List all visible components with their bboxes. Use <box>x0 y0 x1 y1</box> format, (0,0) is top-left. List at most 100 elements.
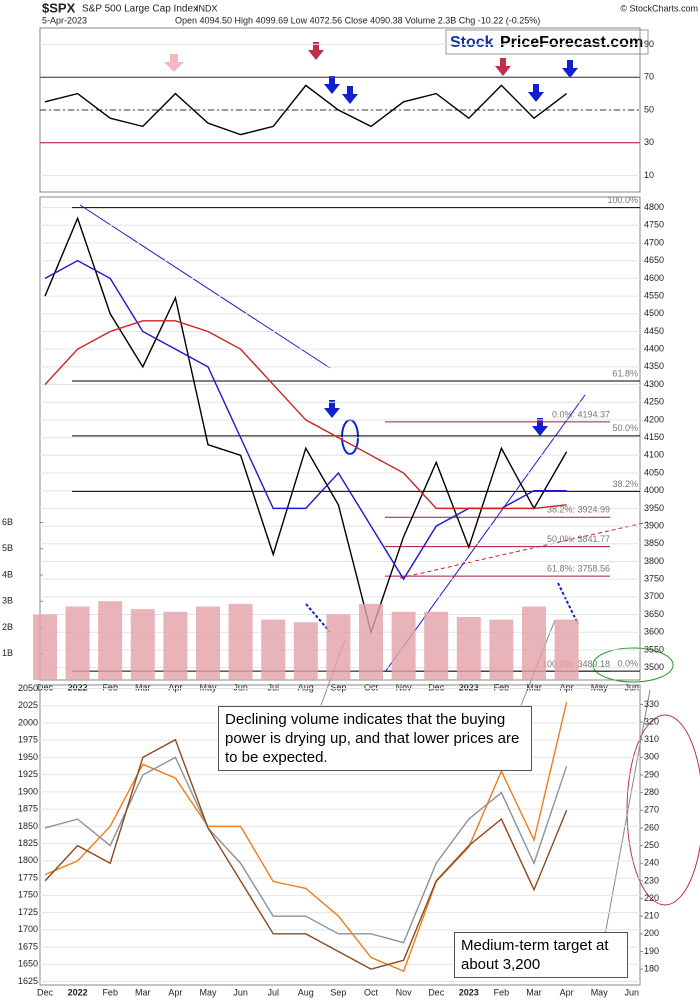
volume-bar <box>163 611 188 680</box>
y2-tick-label: 260 <box>644 822 659 832</box>
volume-bar <box>228 603 253 680</box>
fib-label: 50.0%: 3841.77 <box>547 534 610 544</box>
credit: © StockCharts.com <box>620 3 698 13</box>
y-tick-label: 50 <box>644 104 654 114</box>
y-tick-label: 4450 <box>644 326 664 336</box>
y-tick-label: 1750 <box>18 890 38 900</box>
y2-tick-label: 220 <box>644 893 659 903</box>
y-tick-label: 2000 <box>18 717 38 727</box>
x-tick-label: 2023 <box>459 682 479 692</box>
series-line <box>44 756 568 944</box>
volume-bar <box>522 606 546 680</box>
y-tick-label: 4550 <box>644 290 664 300</box>
x-tick-label: Oct <box>364 987 379 997</box>
y-tick-label: 4750 <box>644 220 664 230</box>
y2-tick-label: 5B <box>2 543 13 553</box>
fib-label: 38.2%: 3924.99 <box>547 505 610 515</box>
y-tick-label: 3750 <box>644 574 664 584</box>
date: 5-Apr-2023 <box>42 15 87 25</box>
volume-bar <box>326 614 351 680</box>
x-tick-label: May <box>199 682 217 692</box>
x-tick-label: Mar <box>135 987 151 997</box>
x-tick-label: 2022 <box>68 682 88 692</box>
y2-tick-label: 300 <box>644 752 659 762</box>
y-tick-label: 4300 <box>644 379 664 389</box>
y-tick-label: 4150 <box>644 432 664 442</box>
y2-tick-label: 200 <box>644 928 659 938</box>
volume-bar <box>98 601 123 680</box>
series-line <box>44 216 568 635</box>
y2-tick-label: 250 <box>644 840 659 850</box>
x-tick-label: Mar <box>526 987 542 997</box>
logo-site: PriceForecast.com <box>500 34 643 51</box>
series-line <box>44 84 568 136</box>
y-tick-label: 3550 <box>644 644 664 654</box>
x-tick-label: Jul <box>267 682 279 692</box>
y-tick-label: 4600 <box>644 273 664 283</box>
y-tick-label: 1625 <box>18 976 38 986</box>
y-tick-label: 4350 <box>644 361 664 371</box>
x-tick-label: Nov <box>396 987 413 997</box>
y-tick-label: 4000 <box>644 485 664 495</box>
y-tick-label: 1850 <box>18 821 38 831</box>
x-tick-label: Dec <box>428 682 445 692</box>
y-tick-label: 3850 <box>644 538 664 548</box>
fib-label: 100.0% <box>607 195 638 205</box>
y-tick-label: 1675 <box>18 941 38 951</box>
fib-label: 0.0%: 4194.37 <box>552 409 610 419</box>
x-tick-label: Feb <box>102 682 118 692</box>
x-tick-label: Feb <box>494 987 510 997</box>
quote: Open 4094.50 High 4099.69 Low 4072.56 Cl… <box>175 15 540 25</box>
y2-tick-label: 330 <box>644 699 659 709</box>
y-tick-label: 1650 <box>18 959 38 969</box>
x-tick-label: Jun <box>625 682 640 692</box>
x-tick-label: Jul <box>267 987 279 997</box>
x-tick-label: Apr <box>168 682 182 692</box>
y-tick-label: 3600 <box>644 627 664 637</box>
y2-tick-label: 190 <box>644 946 659 956</box>
y-tick-label: 1900 <box>18 786 38 796</box>
series-line <box>44 320 567 510</box>
y-tick-label: 2025 <box>18 700 38 710</box>
series-line <box>44 738 568 970</box>
y2-tick-label: 4B <box>2 569 13 579</box>
y-tick-label: 1775 <box>18 872 38 882</box>
fib-label: 38.2% <box>612 479 638 489</box>
panel-frame <box>39 684 641 986</box>
y-tick-label: 3650 <box>644 609 664 619</box>
y-tick-label: 3500 <box>644 662 664 672</box>
volume-bar <box>293 622 318 680</box>
x-tick-label: May <box>199 987 217 997</box>
x-tick-label: Sep <box>330 987 346 997</box>
y-tick-label: 2050 <box>18 683 38 693</box>
volume-bar <box>359 603 383 680</box>
volume-bar <box>456 617 481 680</box>
y-tick-label: 4100 <box>644 450 664 460</box>
x-tick-label: Dec <box>37 682 54 692</box>
y-tick-label: 1950 <box>18 752 38 762</box>
x-tick-label: Aug <box>298 682 314 692</box>
y-tick-label: 10 <box>644 170 654 180</box>
y-tick-label: 1725 <box>18 907 38 917</box>
arrows <box>79 42 700 936</box>
symbol: $SPX <box>42 0 76 15</box>
y-tick-label: 90 <box>644 39 654 49</box>
x-tick-label: Oct <box>364 682 379 692</box>
index-name: S&P 500 Large Cap Index <box>82 4 198 15</box>
y-tick-label: 1800 <box>18 855 38 865</box>
x-tick-label: Apr <box>560 682 574 692</box>
y2-tick-label: 290 <box>644 769 659 779</box>
y2-tick-label: 6B <box>2 517 13 527</box>
x-tick-label: Mar <box>526 682 542 692</box>
fib-label: 0.0% <box>617 659 638 669</box>
y-tick-label: 4050 <box>644 467 664 477</box>
y-tick-label: 3700 <box>644 591 664 601</box>
x-tick-label: 2023 <box>459 987 479 997</box>
x-tick-label: Dec <box>428 987 445 997</box>
x-tick-label: May <box>591 987 609 997</box>
y2-tick-label: 320 <box>644 716 659 726</box>
fib-label: 61.8% <box>612 368 638 378</box>
y-tick-label: 4650 <box>644 255 664 265</box>
x-tick-label: Dec <box>37 987 54 997</box>
